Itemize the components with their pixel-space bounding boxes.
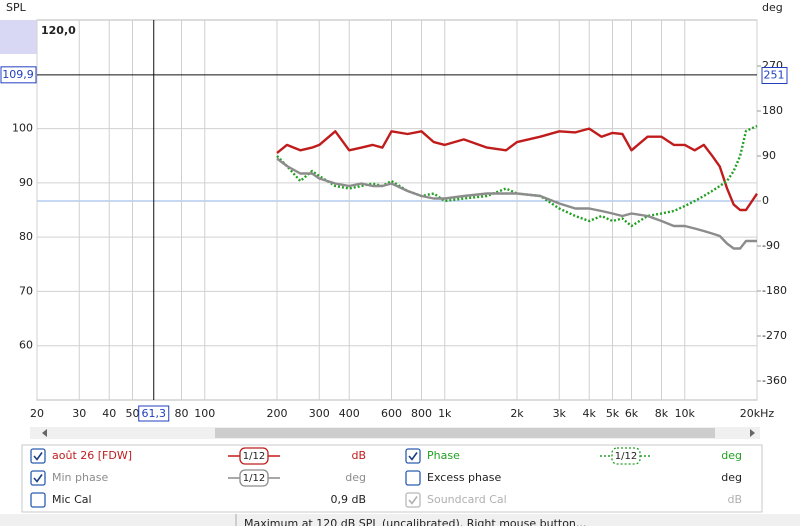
- x-tick-label: 2k: [510, 407, 524, 420]
- smoothing-label: 1/12: [243, 451, 265, 462]
- checkmark: [408, 452, 418, 461]
- checkmark: [33, 452, 43, 461]
- plot: 20 30 40 50 80 100 200 300 400 600 800 1k 2k 3k 4k 5k 6k…: [0, 20, 788, 422]
- legend-label: Mic Cal: [52, 493, 92, 506]
- y-scroll-box[interactable]: [0, 20, 37, 54]
- legend-label: Excess phase: [427, 471, 501, 484]
- status-text: Maximum at 120 dB SPL (uncalibrated). Ri…: [244, 517, 586, 526]
- smoothing-label: 1/12: [615, 451, 637, 462]
- legend-label: août 26 [FDW]: [52, 449, 132, 462]
- y-tick-label: 70: [19, 284, 33, 297]
- y2-tick-label: -90: [762, 239, 780, 252]
- y2-tick-label: -270: [762, 329, 787, 342]
- x-tick-label: 30: [72, 407, 86, 420]
- x-tick-label: 20kHz: [740, 407, 775, 420]
- legend-label: Soundcard Cal: [427, 493, 507, 506]
- legend-unit: deg: [721, 471, 742, 484]
- x-tick-label: 3k: [553, 407, 567, 420]
- y2-tick-label: 90: [762, 149, 776, 162]
- plot-area: [36, 19, 758, 401]
- x-tick-label: 400: [339, 407, 360, 420]
- legend-unit: deg: [345, 471, 366, 484]
- scroll-thumb[interactable]: [215, 428, 715, 438]
- series-line: [276, 124, 758, 228]
- scroll-right[interactable]: [750, 429, 755, 437]
- x-tick-label: 50: [126, 407, 140, 420]
- cursor-y2-label: 251: [764, 69, 785, 82]
- legend-unit: deg: [721, 449, 742, 462]
- checkbox[interactable]: [30, 470, 46, 486]
- legend-panel: [21, 444, 763, 513]
- y2-tick-label: 0: [762, 194, 769, 207]
- checkbox[interactable]: [30, 448, 46, 464]
- smoothing-box[interactable]: [239, 469, 269, 487]
- x-tick-label: 10k: [675, 407, 696, 420]
- y2-tick-label: -180: [762, 284, 787, 297]
- checkbox[interactable]: [30, 492, 46, 508]
- series-line: [276, 157, 757, 250]
- checkmark: [33, 474, 43, 483]
- x-tick-label: 6k: [625, 407, 639, 420]
- cursor-y-box: [0, 66, 37, 84]
- legend-unit: dB: [727, 493, 742, 506]
- y-tick-label: 100: [12, 122, 33, 135]
- cursor-y2-box: [761, 67, 788, 84]
- legend: août 26 [FDW] 1/12 dB Phase 1/12 deg Min phase…: [30, 447, 742, 508]
- scroll-left[interactable]: [42, 429, 47, 437]
- legend-unit: dB: [351, 449, 366, 462]
- y-top-display: 120,0: [41, 24, 76, 37]
- x-tick-label: 800: [411, 407, 432, 420]
- cursor-y-label: 109,9: [2, 68, 34, 81]
- x-tick-label: 1k: [438, 407, 452, 420]
- legend-label: Min phase: [52, 471, 108, 484]
- x-tick-label: 4k: [583, 407, 597, 420]
- y-axis-label: SPL: [6, 1, 27, 14]
- smoothing-box[interactable]: [239, 447, 269, 465]
- y-tick-label: 80: [19, 230, 33, 243]
- smoothing-box[interactable]: [611, 447, 641, 465]
- x-tick-label: 600: [381, 407, 402, 420]
- x-tick-label: 20: [30, 407, 44, 420]
- x-tick-label: 5k: [606, 407, 620, 420]
- y-tick-label: 60: [19, 339, 33, 352]
- x-tick-label: 300: [309, 407, 330, 420]
- series-line: [276, 127, 758, 212]
- status-bar: [0, 514, 800, 526]
- legend-unit: 0,9 dB: [330, 493, 366, 506]
- y2-tick-label: -360: [762, 374, 787, 387]
- x-tick-label: 80: [174, 407, 188, 420]
- checkbox[interactable]: [405, 470, 421, 486]
- checkbox[interactable]: [405, 492, 421, 508]
- y-tick-label: 90: [19, 176, 33, 189]
- legend-label: Phase: [427, 449, 460, 462]
- y2-axis-label: deg: [762, 1, 783, 14]
- cursor-x-label: 61,3: [141, 407, 166, 420]
- x-tick-label: 40: [102, 407, 116, 420]
- checkmark: [408, 496, 418, 505]
- cursor-x-box: [138, 405, 170, 422]
- x-tick-label: 200: [267, 407, 288, 420]
- x-tick-label: 8k: [655, 407, 669, 420]
- y2-tick-label: 180: [762, 104, 783, 117]
- x-tick-label: 100: [194, 407, 215, 420]
- smoothing-label: 1/12: [243, 473, 265, 484]
- checkbox[interactable]: [405, 448, 421, 464]
